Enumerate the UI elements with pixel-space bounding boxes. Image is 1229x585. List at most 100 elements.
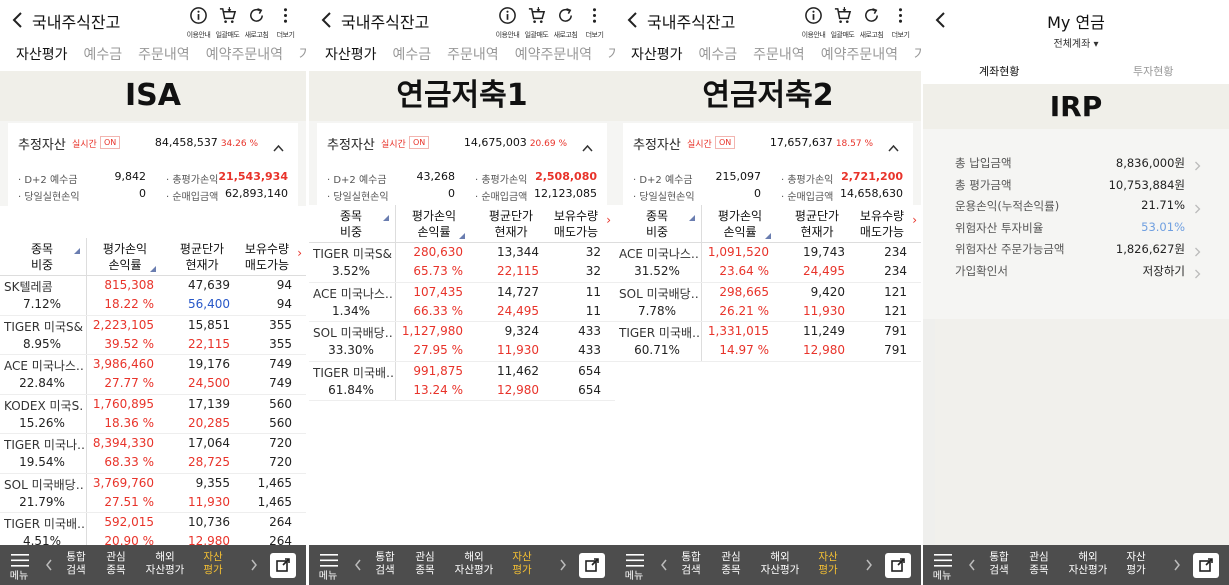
- back-arrow-icon[interactable]: [933, 11, 949, 29]
- info-circle-button[interactable]: 이용안내: [799, 6, 828, 40]
- tab-0[interactable]: 자산평가: [16, 47, 68, 63]
- table-row[interactable]: SK텔레콤 7.12% 815,308 18.22 % 47,639 56,400 94 94: [0, 276, 306, 316]
- tab-1[interactable]: 예수금: [392, 47, 432, 63]
- nav-item-3[interactable]: 자산 평가: [818, 551, 837, 577]
- nav-next-arrow-icon[interactable]: [249, 557, 259, 571]
- scroll-right-chevron-icon[interactable]: ›: [297, 246, 302, 260]
- table-row[interactable]: SOL 미국배당… 33.30% 1,127,980 27.95 % 9,324 11,9…: [309, 322, 615, 362]
- table-row[interactable]: TIGER 미국S&… 8.95% 2,223,105 39.52 % 15,851 22…: [0, 316, 306, 355]
- column-header-c3[interactable]: 평균단가 현재가: [166, 241, 238, 273]
- nav-next-arrow-icon[interactable]: [864, 557, 874, 571]
- tab-3[interactable]: 예약주문내역: [514, 47, 592, 63]
- nav-item-1[interactable]: 관심 종목: [415, 551, 434, 577]
- nav-item-0[interactable]: 통합 검색: [66, 551, 85, 577]
- refresh-button[interactable]: 새로고침: [551, 6, 580, 40]
- column-header-c4[interactable]: 보유수량 매도가능: [853, 208, 911, 240]
- column-header-c1[interactable]: 종목 비중: [309, 208, 393, 240]
- nav-item-0[interactable]: 통합 검색: [989, 551, 1008, 577]
- refresh-button[interactable]: 새로고침: [857, 6, 886, 40]
- column-header-c3[interactable]: 평균단가 현재가: [781, 208, 853, 240]
- tab-4[interactable]: 거래: [298, 47, 306, 63]
- share-button[interactable]: [270, 553, 296, 578]
- tab-3[interactable]: 예약주문내역: [820, 47, 898, 63]
- cart-button[interactable]: 일괄매도: [213, 6, 242, 40]
- cart-button[interactable]: 일괄매도: [828, 6, 857, 40]
- nav-item-3[interactable]: 자산 평가: [203, 551, 222, 577]
- more-vertical-button[interactable]: 더보기: [580, 6, 609, 40]
- tab-3[interactable]: 예약주문내역: [205, 47, 283, 63]
- more-vertical-button[interactable]: 더보기: [886, 6, 915, 40]
- share-button[interactable]: [579, 553, 605, 578]
- menu-button[interactable]: 메뉴: [615, 545, 653, 585]
- scroll-right-chevron-icon[interactable]: ›: [912, 213, 917, 227]
- cart-button[interactable]: 일괄매도: [522, 6, 551, 40]
- nav-item-0[interactable]: 통합 검색: [681, 551, 700, 577]
- nav-item-2[interactable]: 해외 자산평가: [1069, 551, 1108, 577]
- column-header-c1[interactable]: 종목 비중: [0, 241, 84, 273]
- share-button[interactable]: [1193, 553, 1219, 578]
- nav-prev-arrow-icon[interactable]: [353, 557, 363, 571]
- table-row[interactable]: TIGER 미국배… 60.71% 1,331,015 14.97 % 11,249 12…: [615, 322, 921, 362]
- table-row[interactable]: ACE 미국나스… 31.52% 1,091,520 23.64 % 19,743 24,…: [615, 243, 921, 283]
- nav-item-1[interactable]: 관심 종목: [106, 551, 125, 577]
- tab-0[interactable]: 자산평가: [631, 47, 683, 63]
- column-header-c1[interactable]: 종목 비중: [615, 208, 699, 240]
- column-header-c3[interactable]: 평균단가 현재가: [475, 208, 547, 240]
- tab-1[interactable]: 예수금: [698, 47, 738, 63]
- nav-item-2[interactable]: 해외 자산평가: [455, 551, 494, 577]
- tab-investment-status[interactable]: 투자현황: [1133, 65, 1174, 78]
- menu-button[interactable]: 메뉴: [0, 545, 38, 585]
- tab-1[interactable]: 예수금: [83, 47, 123, 63]
- info-circle-button[interactable]: 이용안내: [184, 6, 213, 40]
- nav-item-2[interactable]: 해외 자산평가: [761, 551, 800, 577]
- nav-item-1[interactable]: 관심 종목: [1029, 551, 1048, 577]
- column-header-c2[interactable]: 평가손익 손익률: [701, 208, 779, 240]
- back-arrow-icon[interactable]: [319, 11, 335, 29]
- table-row[interactable]: SOL 미국배당… 7.78% 298,665 26.21 % 9,420 11,930 1…: [615, 283, 921, 322]
- table-row[interactable]: KODEX 미국S… 15.26% 1,760,895 18.36 % 17,139 20…: [0, 395, 306, 434]
- nav-item-3[interactable]: 자산 평가: [1126, 551, 1145, 577]
- tab-2[interactable]: 주문내역: [753, 47, 805, 63]
- account-selector[interactable]: 전체계좌 ▾: [1053, 39, 1099, 50]
- back-arrow-icon[interactable]: [10, 11, 26, 29]
- column-header-c2[interactable]: 평가손익 손익률: [395, 208, 473, 240]
- tab-2[interactable]: 주문내역: [447, 47, 499, 63]
- table-row[interactable]: SOL 미국배당… 21.79% 3,769,760 27.51 % 9,355 11,9…: [0, 474, 306, 513]
- column-header-c2[interactable]: 평가손익 손익률: [86, 241, 164, 273]
- info-circle-button[interactable]: 이용안내: [493, 6, 522, 40]
- column-header-c4[interactable]: 보유수량 매도가능: [547, 208, 605, 240]
- irp-summary-row[interactable]: 운용손익(누적손익률) 21.71%: [943, 194, 1209, 216]
- realtime-toggle[interactable]: ON: [100, 136, 121, 149]
- nav-item-2[interactable]: 해외 자산평가: [146, 551, 185, 577]
- nav-prev-arrow-icon[interactable]: [967, 557, 977, 571]
- nav-next-arrow-icon[interactable]: [1172, 557, 1182, 571]
- nav-item-3[interactable]: 자산 평가: [512, 551, 531, 577]
- table-row[interactable]: ACE 미국나스… 1.34% 107,435 66.33 % 14,727 24,495…: [309, 283, 615, 322]
- tab-0[interactable]: 자산평가: [325, 47, 377, 63]
- table-row[interactable]: TIGER 미국나… 19.54% 8,394,330 68.33 % 17,064 28…: [0, 434, 306, 474]
- table-row[interactable]: TIGER 미국S&… 3.52% 280,630 65.73 % 13,344 22,1…: [309, 243, 615, 283]
- table-row[interactable]: TIGER 미국배… 61.84% 991,875 13.24 % 11,462 12,9…: [309, 362, 615, 401]
- nav-prev-arrow-icon[interactable]: [44, 557, 54, 571]
- nav-prev-arrow-icon[interactable]: [659, 557, 669, 571]
- more-vertical-button[interactable]: 더보기: [271, 6, 300, 40]
- back-arrow-icon[interactable]: [625, 11, 641, 29]
- tab-2[interactable]: 주문내역: [138, 47, 190, 63]
- realtime-toggle[interactable]: ON: [715, 136, 736, 149]
- collapse-chevron-icon[interactable]: [888, 137, 899, 152]
- tab-account-status[interactable]: 계좌현황: [979, 65, 1020, 78]
- nav-next-arrow-icon[interactable]: [558, 557, 568, 571]
- realtime-toggle[interactable]: ON: [409, 136, 430, 149]
- irp-summary-row[interactable]: 총 납입금액 8,836,000원: [943, 151, 1209, 173]
- nav-item-1[interactable]: 관심 종목: [721, 551, 740, 577]
- refresh-button[interactable]: 새로고침: [242, 6, 271, 40]
- nav-item-0[interactable]: 통합 검색: [375, 551, 394, 577]
- menu-button[interactable]: 메뉴: [923, 545, 961, 585]
- irp-summary-row[interactable]: 위험자산 주문가능금액 1,826,627원: [943, 237, 1209, 259]
- share-button[interactable]: [885, 553, 911, 578]
- menu-button[interactable]: 메뉴: [309, 545, 347, 585]
- irp-summary-row[interactable]: 가입확인서 저장하기: [943, 259, 1209, 281]
- scroll-right-chevron-icon[interactable]: ›: [606, 213, 611, 227]
- table-row[interactable]: ACE 미국나스… 22.84% 3,986,460 27.77 % 19,176 24,…: [0, 355, 306, 395]
- column-header-c4[interactable]: 보유수량 매도가능: [238, 241, 296, 273]
